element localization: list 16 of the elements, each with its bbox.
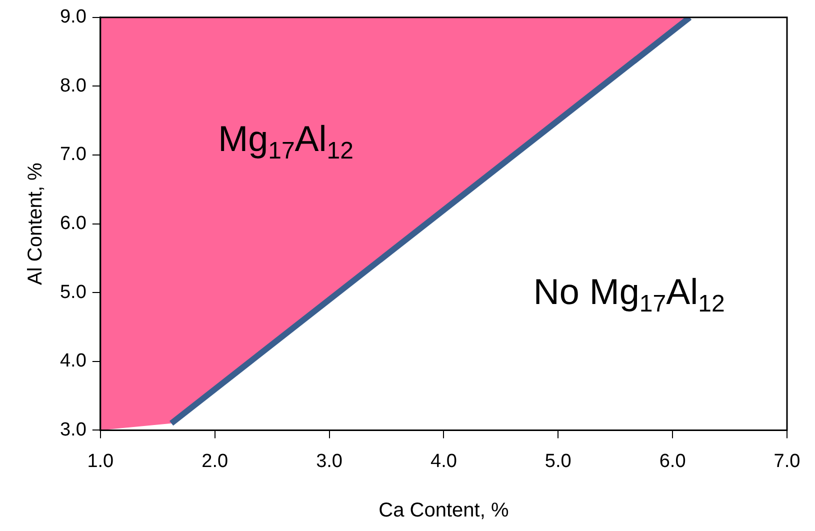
x-tick-label: 7.0 — [774, 450, 800, 472]
y-tick-label: 6.0 — [60, 213, 86, 234]
y-tick-label: 3.0 — [60, 419, 86, 440]
x-tick-label: 5.0 — [544, 450, 572, 472]
y-axis-title: Al Content, % — [24, 162, 47, 285]
x-tick-label: 3.0 — [316, 450, 342, 472]
x-tick-label: 2.0 — [202, 450, 228, 472]
y-tick-label: 9.0 — [60, 6, 86, 28]
y-tick-label: 7.0 — [60, 144, 86, 166]
y-tick-label: 5.0 — [60, 282, 86, 303]
y-tick-label: 4.0 — [60, 350, 86, 372]
x-tick-label: 6.0 — [659, 450, 686, 472]
y-tick-label: 8.0 — [60, 75, 86, 96]
x-tick-label: 1.0 — [87, 450, 114, 472]
x-tick-label: 4.0 — [430, 450, 457, 472]
x-axis-title: Ca Content, % — [378, 500, 509, 522]
